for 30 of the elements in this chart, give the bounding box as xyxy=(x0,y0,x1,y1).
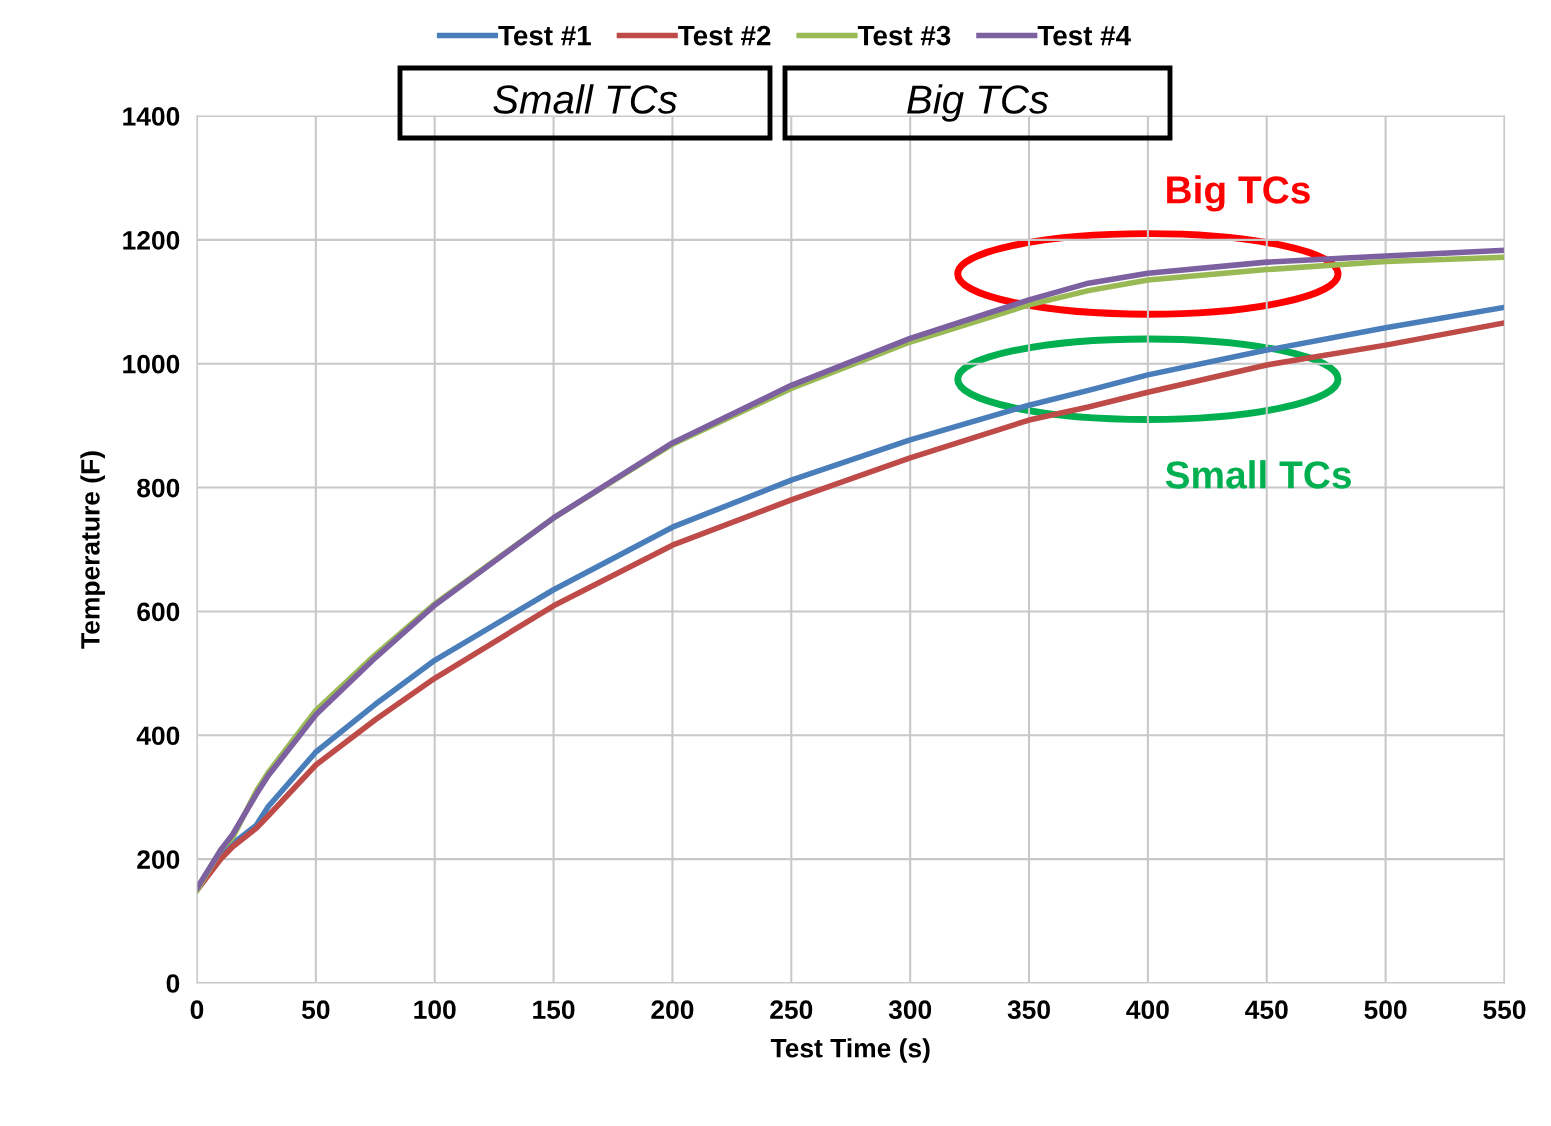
annotation: Big TCs xyxy=(907,84,1049,122)
x-tick-label: 500 xyxy=(1364,1000,1407,1020)
text: Small TCs xyxy=(493,84,678,114)
x-tick-label: 0 xyxy=(190,1000,204,1020)
x-tick-label: 300 xyxy=(888,1000,932,1020)
y-tick-label: 1400 xyxy=(123,107,180,126)
y-tick-label: 600 xyxy=(137,602,180,622)
legend-label: Test #4 xyxy=(1037,26,1131,46)
y-tick-label: 1000 xyxy=(123,354,180,374)
y-axis-title: Temperature (F) xyxy=(80,451,105,649)
x-tick-label: 150 xyxy=(533,1000,575,1020)
annotation: Big TCs xyxy=(1167,175,1310,212)
x-tick-label: 50 xyxy=(301,1000,330,1020)
y-tick-label: 200 xyxy=(137,850,180,869)
y-tick-label: 400 xyxy=(136,726,180,746)
legend-label: Test #1 xyxy=(498,26,591,46)
x-tick-label: 100 xyxy=(414,1000,456,1020)
x-tick-label: 450 xyxy=(1245,1000,1288,1020)
legend-label: Test #3 xyxy=(857,25,951,46)
x-tick-label: 400 xyxy=(1126,1000,1169,1020)
y-tick-label: 0 xyxy=(166,974,180,993)
y-tick-label: 1200 xyxy=(123,230,180,250)
x-tick-label: 550 xyxy=(1483,1000,1526,1020)
y-tick-label: 800 xyxy=(137,478,180,498)
legend-label: Test #2 xyxy=(678,25,771,46)
x-tick-label: 350 xyxy=(1007,1000,1050,1020)
x-tick-label: 250 xyxy=(770,1000,813,1020)
annotation: Small TCs xyxy=(1165,460,1351,489)
x-axis-title: Test Time (s) xyxy=(770,1038,930,1063)
x-tick-label: 200 xyxy=(651,1000,694,1020)
